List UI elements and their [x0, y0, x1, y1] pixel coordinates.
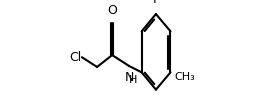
Text: CH₃: CH₃: [175, 72, 196, 82]
Text: O: O: [107, 4, 117, 17]
Text: F: F: [152, 0, 159, 6]
Text: H: H: [128, 75, 137, 85]
Text: Cl: Cl: [70, 51, 82, 64]
Text: N: N: [125, 71, 134, 84]
